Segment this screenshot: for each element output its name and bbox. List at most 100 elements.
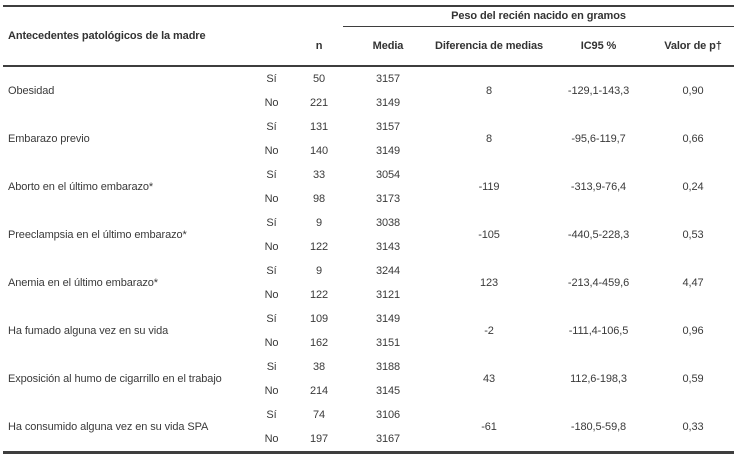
n-yes-cell: 50 [312, 73, 326, 85]
media-no-cell: 3149 [375, 145, 401, 157]
yes-cell: Sí [266, 265, 277, 277]
media-no-cell: 3121 [375, 289, 401, 301]
column-header-n-spacer [295, 6, 343, 26]
diferencia-cell: -119 [478, 181, 500, 193]
table-row-yes: Exposición al humo de cigarrillo en el t… [3, 355, 734, 385]
n-no-cell: 140 [309, 145, 329, 157]
table-row-yes: Embarazo previo Sí 131 3157 8 -95,6-119,… [3, 115, 734, 145]
table-row-no: No 122 3143 [3, 235, 734, 259]
yes-cell: Sí [266, 73, 277, 85]
n-yes-cell: 74 [312, 409, 326, 421]
n-yes-cell: 33 [312, 169, 326, 181]
yes-cell: Si [266, 361, 277, 373]
diferencia-cell: -2 [484, 325, 494, 337]
no-cell: No [264, 433, 279, 445]
diferencia-cell: 43 [482, 373, 496, 385]
n-yes-cell: 9 [315, 217, 323, 229]
row-label: Aborto en el último embarazo* [8, 181, 154, 193]
no-cell: No [264, 337, 279, 349]
ic95-cell: -313,9-76,4 [570, 181, 627, 193]
n-no-cell: 122 [309, 241, 329, 253]
ic95-cell: -95,6-119,7 [571, 133, 626, 145]
media-yes-cell: 3244 [375, 265, 401, 277]
n-no-cell: 214 [309, 385, 329, 397]
media-yes-cell: 3054 [375, 169, 401, 181]
span-header-peso: Peso del recién nacido en gramos [343, 6, 735, 27]
yes-cell: Sí [266, 409, 277, 421]
row-label: Preeclampsia en el último embarazo* [8, 229, 187, 241]
column-header-sino-spacer [248, 6, 295, 67]
table-row-no: No 162 3151 [3, 331, 734, 355]
table-header: Antecedentes patológicos de la madre Pes… [3, 6, 735, 67]
n-no-cell: 122 [309, 289, 329, 301]
row-label: Ha fumado alguna vez en su vida [8, 325, 169, 337]
media-no-cell: 3167 [375, 433, 401, 445]
no-cell: No [264, 193, 279, 205]
n-yes-cell: 9 [315, 265, 323, 277]
valor-p-cell: 0,90 [682, 85, 704, 97]
valor-p-cell: 0,66 [682, 133, 704, 145]
column-header-media: Media [343, 26, 433, 67]
row-label: Anemia en el último embarazo* [8, 277, 158, 289]
media-no-cell: 3173 [375, 193, 401, 205]
yes-cell: Sí [266, 121, 277, 133]
table-row-no: No 98 3173 [3, 187, 734, 211]
table-row-yes: Anemia en el último embarazo* Sí 9 3244 … [3, 259, 734, 289]
media-yes-cell: 3188 [375, 361, 401, 373]
table-row-no: No 221 3149 [3, 91, 734, 115]
column-header-antecedentes: Antecedentes patológicos de la madre [3, 6, 248, 67]
column-header-n: n [295, 26, 343, 67]
media-no-cell: 3143 [375, 241, 401, 253]
row-label: Obesidad [8, 85, 55, 97]
no-cell: No [264, 145, 279, 157]
ic95-cell: -213,4-459,6 [567, 277, 630, 289]
ic95-cell: 112,6-198,3 [570, 373, 627, 385]
media-no-cell: 3149 [375, 97, 401, 109]
table-row-yes: Aborto en el último embarazo* Sí 33 3054… [3, 163, 734, 193]
table-row-yes: Ha consumido alguna vez en su vida SPA S… [3, 403, 734, 433]
table-row-yes: Preeclampsia en el último embarazo* Sí 9… [3, 211, 734, 241]
n-yes-cell: 38 [312, 361, 326, 373]
ic95-cell: -180,5-59,8 [570, 421, 627, 433]
ic95-cell: -440,5-228,3 [567, 229, 630, 241]
table-row-no: No 140 3149 [3, 139, 734, 163]
n-yes-cell: 131 [309, 121, 329, 133]
valor-p-cell: 0,53 [682, 229, 704, 241]
no-cell: No [264, 385, 279, 397]
media-yes-cell: 3157 [375, 121, 401, 133]
ic95-cell: -111,4-106,5 [568, 325, 629, 337]
column-header-diferencia-de-medias: Diferencia de medias [433, 26, 545, 67]
no-cell: No [264, 241, 279, 253]
row-label: Exposición al humo de cigarrillo en el t… [8, 373, 222, 385]
valor-p-cell: 0,59 [682, 373, 704, 385]
valor-p-cell: 4,47 [682, 277, 704, 289]
valor-p-cell: 0,33 [682, 421, 704, 433]
media-yes-cell: 3106 [375, 409, 401, 421]
n-no-cell: 162 [309, 337, 329, 349]
media-yes-cell: 3038 [375, 217, 401, 229]
n-no-cell: 98 [312, 193, 326, 205]
yes-cell: Sí [266, 169, 277, 181]
table-row-no: No 122 3121 [3, 283, 734, 307]
maternal-antecedents-table: Antecedentes patológicos de la madre Pes… [3, 5, 735, 454]
table-row-yes: Ha fumado alguna vez en su vida Sí 109 3… [3, 307, 734, 337]
column-header-valor-de-p: Valor de p† [652, 26, 735, 67]
n-no-cell: 197 [309, 433, 329, 445]
media-no-cell: 3151 [375, 337, 401, 349]
diferencia-cell: 8 [485, 133, 493, 145]
media-yes-cell: 3149 [375, 313, 401, 325]
media-no-cell: 3145 [375, 385, 401, 397]
diferencia-cell: 8 [485, 85, 493, 97]
table-row-no: No 197 3167 [3, 427, 734, 453]
no-cell: No [264, 97, 279, 109]
ic95-cell: -129,1-143,3 [567, 85, 630, 97]
valor-p-cell: 0,96 [682, 325, 704, 337]
yes-cell: Sí [266, 217, 277, 229]
diferencia-cell: -61 [481, 421, 497, 433]
table-body: Obesidad Sí 50 3157 8 -129,1-143,3 0,90 … [3, 66, 734, 453]
table-row-no: No 214 3145 [3, 379, 734, 403]
table-row-yes: Obesidad Sí 50 3157 8 -129,1-143,3 0,90 [3, 66, 734, 97]
column-header-row: n Media Diferencia de medias IC95 % Valo… [3, 26, 735, 67]
yes-cell: Sí [266, 313, 277, 325]
